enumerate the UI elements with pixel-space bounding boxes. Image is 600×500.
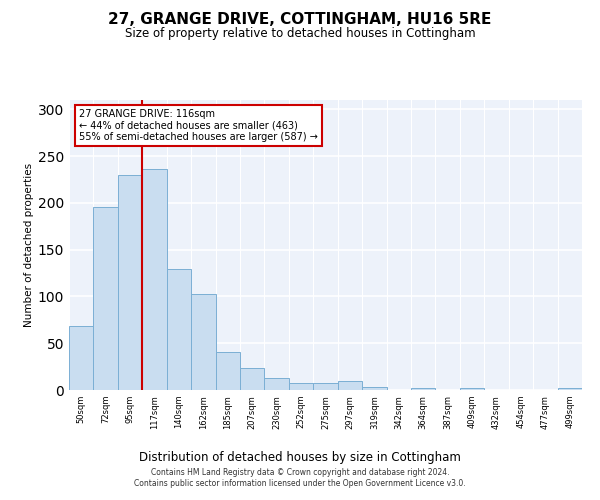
Y-axis label: Number of detached properties: Number of detached properties xyxy=(23,163,34,327)
Bar xyxy=(142,169,167,390)
Text: Size of property relative to detached houses in Cottingham: Size of property relative to detached ho… xyxy=(125,28,475,40)
Bar xyxy=(460,388,484,390)
Bar xyxy=(215,352,240,390)
Bar xyxy=(191,294,215,390)
Text: 27 GRANGE DRIVE: 116sqm
← 44% of detached houses are smaller (463)
55% of semi-d: 27 GRANGE DRIVE: 116sqm ← 44% of detache… xyxy=(79,108,318,142)
Text: Distribution of detached houses by size in Cottingham: Distribution of detached houses by size … xyxy=(139,451,461,464)
Bar xyxy=(118,175,142,390)
Text: Contains HM Land Registry data © Crown copyright and database right 2024.
Contai: Contains HM Land Registry data © Crown c… xyxy=(134,468,466,487)
Bar xyxy=(94,206,118,390)
Bar xyxy=(411,388,436,390)
Bar xyxy=(362,387,386,390)
Bar xyxy=(313,382,338,390)
Bar xyxy=(167,270,191,390)
Bar xyxy=(240,368,265,390)
Bar xyxy=(338,380,362,390)
Bar xyxy=(557,388,582,390)
Bar xyxy=(289,382,313,390)
Bar xyxy=(69,326,94,390)
Bar xyxy=(265,378,289,390)
Text: 27, GRANGE DRIVE, COTTINGHAM, HU16 5RE: 27, GRANGE DRIVE, COTTINGHAM, HU16 5RE xyxy=(109,12,491,28)
